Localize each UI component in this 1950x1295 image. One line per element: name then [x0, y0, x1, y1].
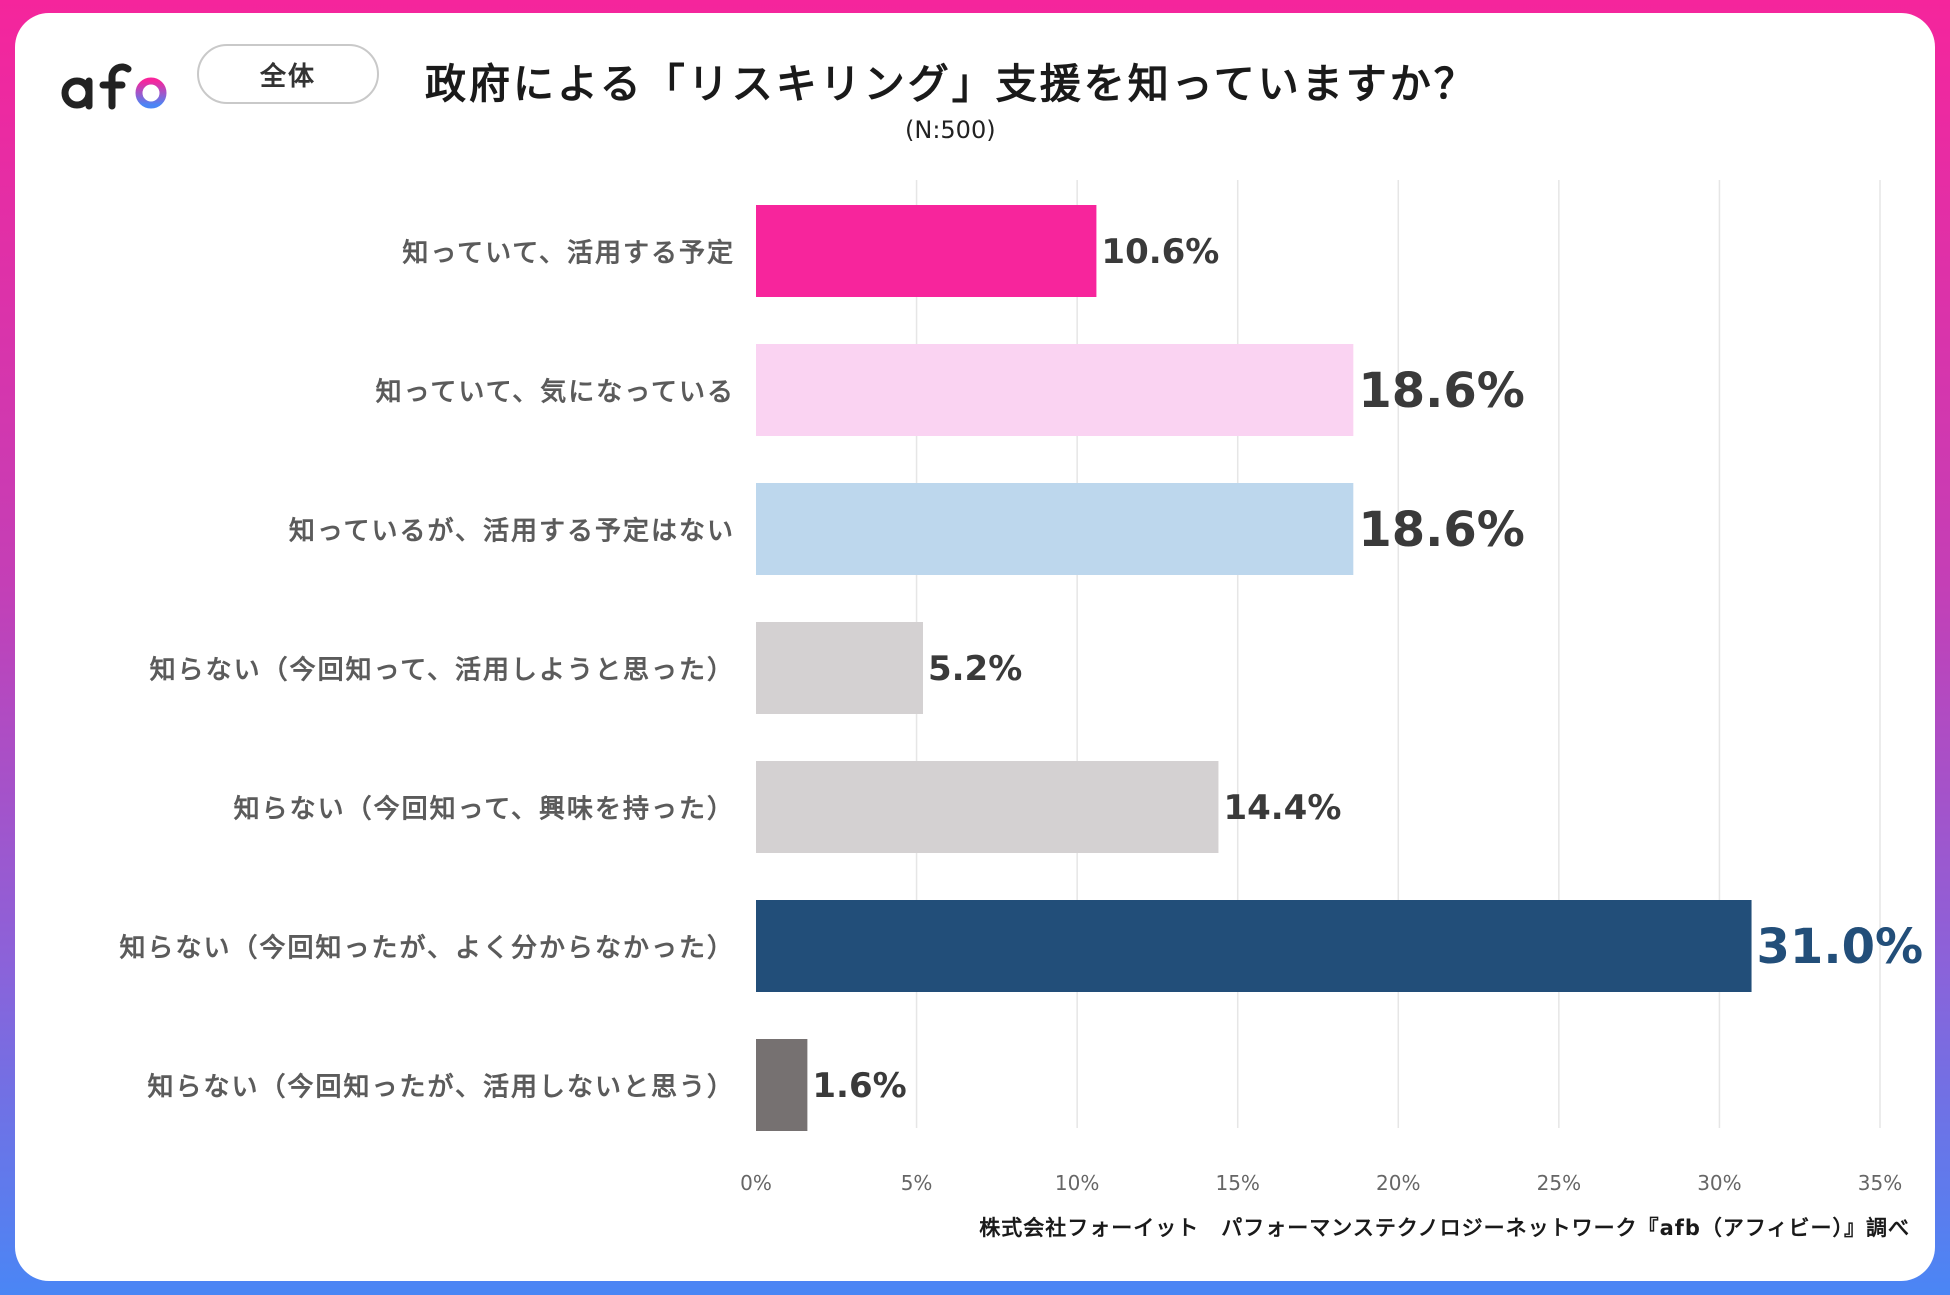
category-label: 知らない（今回知ったが、よく分からなかった） — [119, 933, 735, 964]
bar — [756, 344, 1354, 436]
bar — [756, 900, 1752, 992]
bar-value-label: 1.6% — [812, 1066, 906, 1106]
category-label: 知らない（今回知って、興味を持った） — [233, 794, 735, 825]
category-label: 知っていて、気になっている — [375, 377, 735, 408]
x-tick-label: 25% — [1537, 1171, 1581, 1195]
bar — [756, 761, 1219, 853]
source-footer: 株式会社フォーイット パフォーマンステクノロジーネットワーク『afb（アフィビー… — [979, 1216, 1910, 1240]
bar-value-label: 18.6% — [1358, 363, 1525, 419]
scope-pill: 全体 — [197, 44, 379, 104]
category-label: 知っているが、活用する予定はない — [288, 516, 735, 547]
bar-value-label: 31.0% — [1757, 919, 1924, 975]
x-tick-label: 5% — [901, 1171, 933, 1195]
category-label: 知らない（今回知って、活用しようと思った） — [149, 655, 735, 686]
bar — [756, 483, 1354, 575]
bar — [756, 205, 1097, 297]
x-tick-label: 15% — [1215, 1171, 1259, 1195]
bar — [756, 622, 923, 714]
afb-logo-mark — [61, 61, 167, 110]
bar-value-label: 18.6% — [1358, 502, 1525, 558]
category-label: 知らない（今回知ったが、活用しないと思う） — [147, 1072, 735, 1103]
category-label: 知っていて、活用する予定 — [402, 238, 735, 269]
bar-value-label: 5.2% — [928, 649, 1022, 689]
x-tick-label: 20% — [1376, 1171, 1420, 1195]
sample-size: (N:500) — [905, 116, 996, 144]
bar-value-label: 14.4% — [1223, 788, 1341, 828]
chart-title: 政府による「リスキリング」支援を知っていますか？ — [425, 60, 1478, 108]
bar — [756, 1039, 808, 1131]
x-tick-label: 30% — [1697, 1171, 1741, 1195]
x-tick-label: 0% — [740, 1171, 772, 1195]
x-tick-label: 10% — [1055, 1171, 1099, 1195]
x-tick-label: 35% — [1858, 1171, 1902, 1195]
bar-value-label: 10.6% — [1101, 232, 1219, 272]
afb-logo: afb — [60, 55, 170, 115]
